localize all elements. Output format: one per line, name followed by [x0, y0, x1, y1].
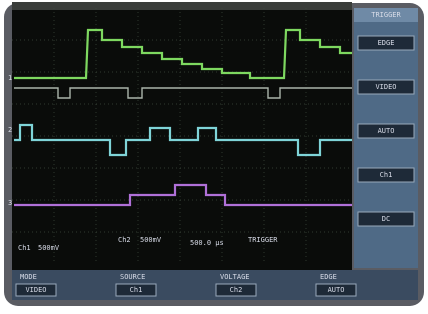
bottom-menu	[12, 270, 418, 300]
page: 1 2 3 Ch1 500mV Ch2 500mV 500.0 µs TRIGG…	[0, 0, 428, 314]
side-button-label: VIDEO	[375, 83, 396, 91]
channel-marker: 3	[8, 199, 12, 207]
bottom-value: AUTO	[328, 286, 345, 294]
readout-trigger: TRIGGER	[248, 236, 278, 244]
bottom-value: Ch1	[130, 286, 143, 294]
side-button-label: Ch1	[380, 171, 393, 179]
bottom-label: SOURCE	[120, 273, 145, 281]
side-button-label: DC	[382, 215, 390, 223]
side-menu	[354, 22, 418, 268]
channel-marker: 2	[8, 126, 12, 134]
side-menu-title: TRIGGER	[371, 11, 401, 19]
scope-screen: 1 2 3 Ch1 500mV Ch2 500mV 500.0 µs TRIGG…	[0, 0, 428, 310]
bottom-label: VOLTAGE	[220, 273, 250, 281]
readout-ch2: Ch2	[118, 236, 131, 244]
bottom-label: MODE	[20, 273, 37, 281]
side-button-label: EDGE	[378, 39, 395, 47]
readout-timebase: 500.0 µs	[190, 239, 224, 247]
readout-ch2-scale: 500mV	[140, 236, 162, 244]
bottom-value: VIDEO	[25, 286, 46, 294]
side-button-label: AUTO	[378, 127, 395, 135]
bottom-value: Ch2	[230, 286, 243, 294]
channel-marker: 1	[8, 74, 12, 82]
readout-ch1-scale: 500mV	[38, 244, 60, 252]
bottom-label: EDGE	[320, 273, 337, 281]
readout-ch1: Ch1	[18, 244, 31, 252]
status-bar	[12, 2, 352, 10]
